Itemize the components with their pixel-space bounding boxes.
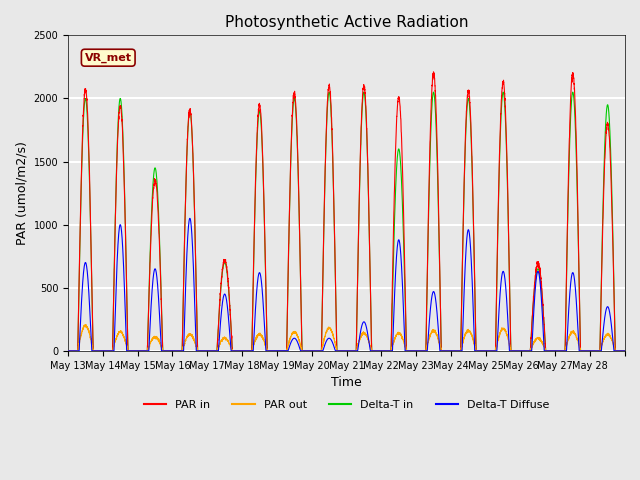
X-axis label: Time: Time — [331, 376, 362, 389]
Y-axis label: PAR (umol/m2/s): PAR (umol/m2/s) — [15, 141, 28, 245]
Legend: PAR in, PAR out, Delta-T in, Delta-T Diffuse: PAR in, PAR out, Delta-T in, Delta-T Dif… — [140, 396, 554, 415]
Title: Photosynthetic Active Radiation: Photosynthetic Active Radiation — [225, 15, 468, 30]
Text: VR_met: VR_met — [84, 53, 132, 63]
